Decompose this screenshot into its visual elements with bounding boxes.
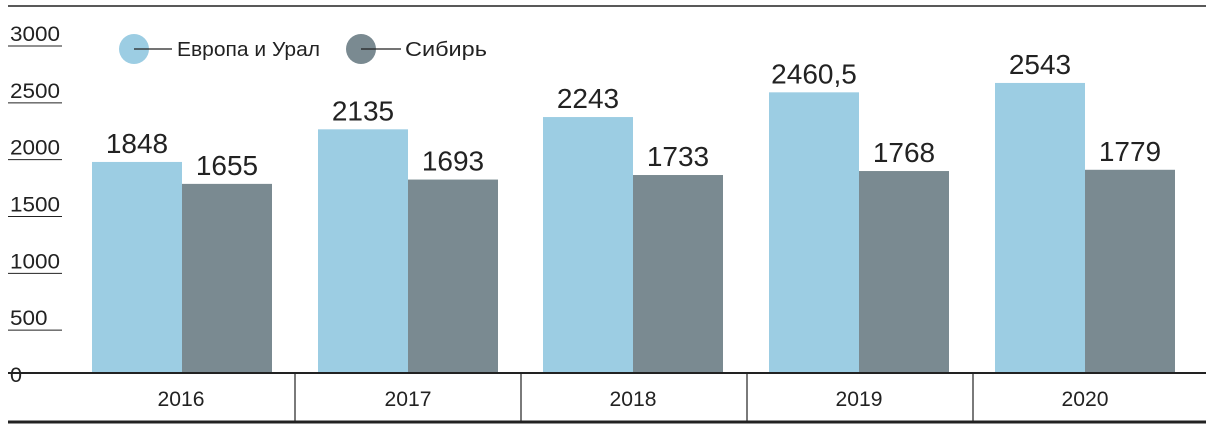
bar-europe-ural-2019 <box>769 92 859 372</box>
data-label: 1768 <box>873 137 935 168</box>
data-label: 1848 <box>106 128 168 159</box>
data-labels: 1848 1655 2135 1693 2243 1733 2460,5 1768 2543 17… <box>106 49 1161 181</box>
bar-europe-ural-2017 <box>318 129 408 372</box>
x-tick-label: 2019 <box>836 388 883 411</box>
data-label: 1733 <box>647 141 709 172</box>
data-label: 1779 <box>1099 136 1161 167</box>
y-axis: 0 500 1000 1500 2000 2500 3000 <box>8 23 62 387</box>
y-tick-label: 1500 <box>10 194 60 217</box>
legend-item-siberia: Сибирь <box>346 34 487 64</box>
bar-europe-ural-2018 <box>543 117 633 372</box>
bar-siberia-2019 <box>859 171 949 372</box>
bar-siberia-2017 <box>408 179 498 372</box>
bar-siberia-2016 <box>182 183 272 372</box>
legend: Европа и Урал Сибирь <box>119 34 487 64</box>
x-axis: 2016 2017 2018 2019 2020 <box>8 372 1206 424</box>
y-tick-label: 2000 <box>10 137 60 160</box>
data-label: 2543 <box>1009 49 1071 80</box>
data-label: 1655 <box>196 150 258 181</box>
x-tick-label: 2018 <box>610 388 657 411</box>
y-tick-label: 0 <box>10 364 22 387</box>
x-tick-label: 2020 <box>1062 388 1109 411</box>
x-tick-label: 2016 <box>158 388 205 411</box>
bars <box>92 82 1175 372</box>
bar-europe-ural-2016 <box>92 161 182 372</box>
data-label: 2135 <box>332 95 394 126</box>
y-tick-label: 3000 <box>10 23 60 46</box>
y-tick-label: 2500 <box>10 80 60 103</box>
bar-siberia-2018 <box>633 175 723 372</box>
legend-item-europe-ural: Европа и Урал <box>119 34 320 64</box>
data-label: 2460,5 <box>771 58 857 89</box>
legend-label: Европа и Урал <box>177 39 320 61</box>
y-tick-label: 500 <box>10 307 48 330</box>
bar-europe-ural-2020 <box>995 82 1085 372</box>
bar-siberia-2020 <box>1085 169 1175 372</box>
data-label: 2243 <box>557 83 619 114</box>
legend-label: Сибирь <box>405 39 487 61</box>
y-tick-label: 1000 <box>10 250 60 273</box>
data-label: 1693 <box>422 146 484 177</box>
x-tick-label: 2017 <box>385 388 432 411</box>
